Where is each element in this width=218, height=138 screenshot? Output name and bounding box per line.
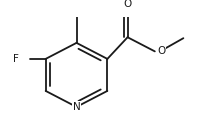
Text: N: N [73, 102, 80, 112]
Text: F: F [13, 54, 19, 64]
Text: O: O [123, 0, 132, 9]
Text: O: O [157, 46, 165, 56]
